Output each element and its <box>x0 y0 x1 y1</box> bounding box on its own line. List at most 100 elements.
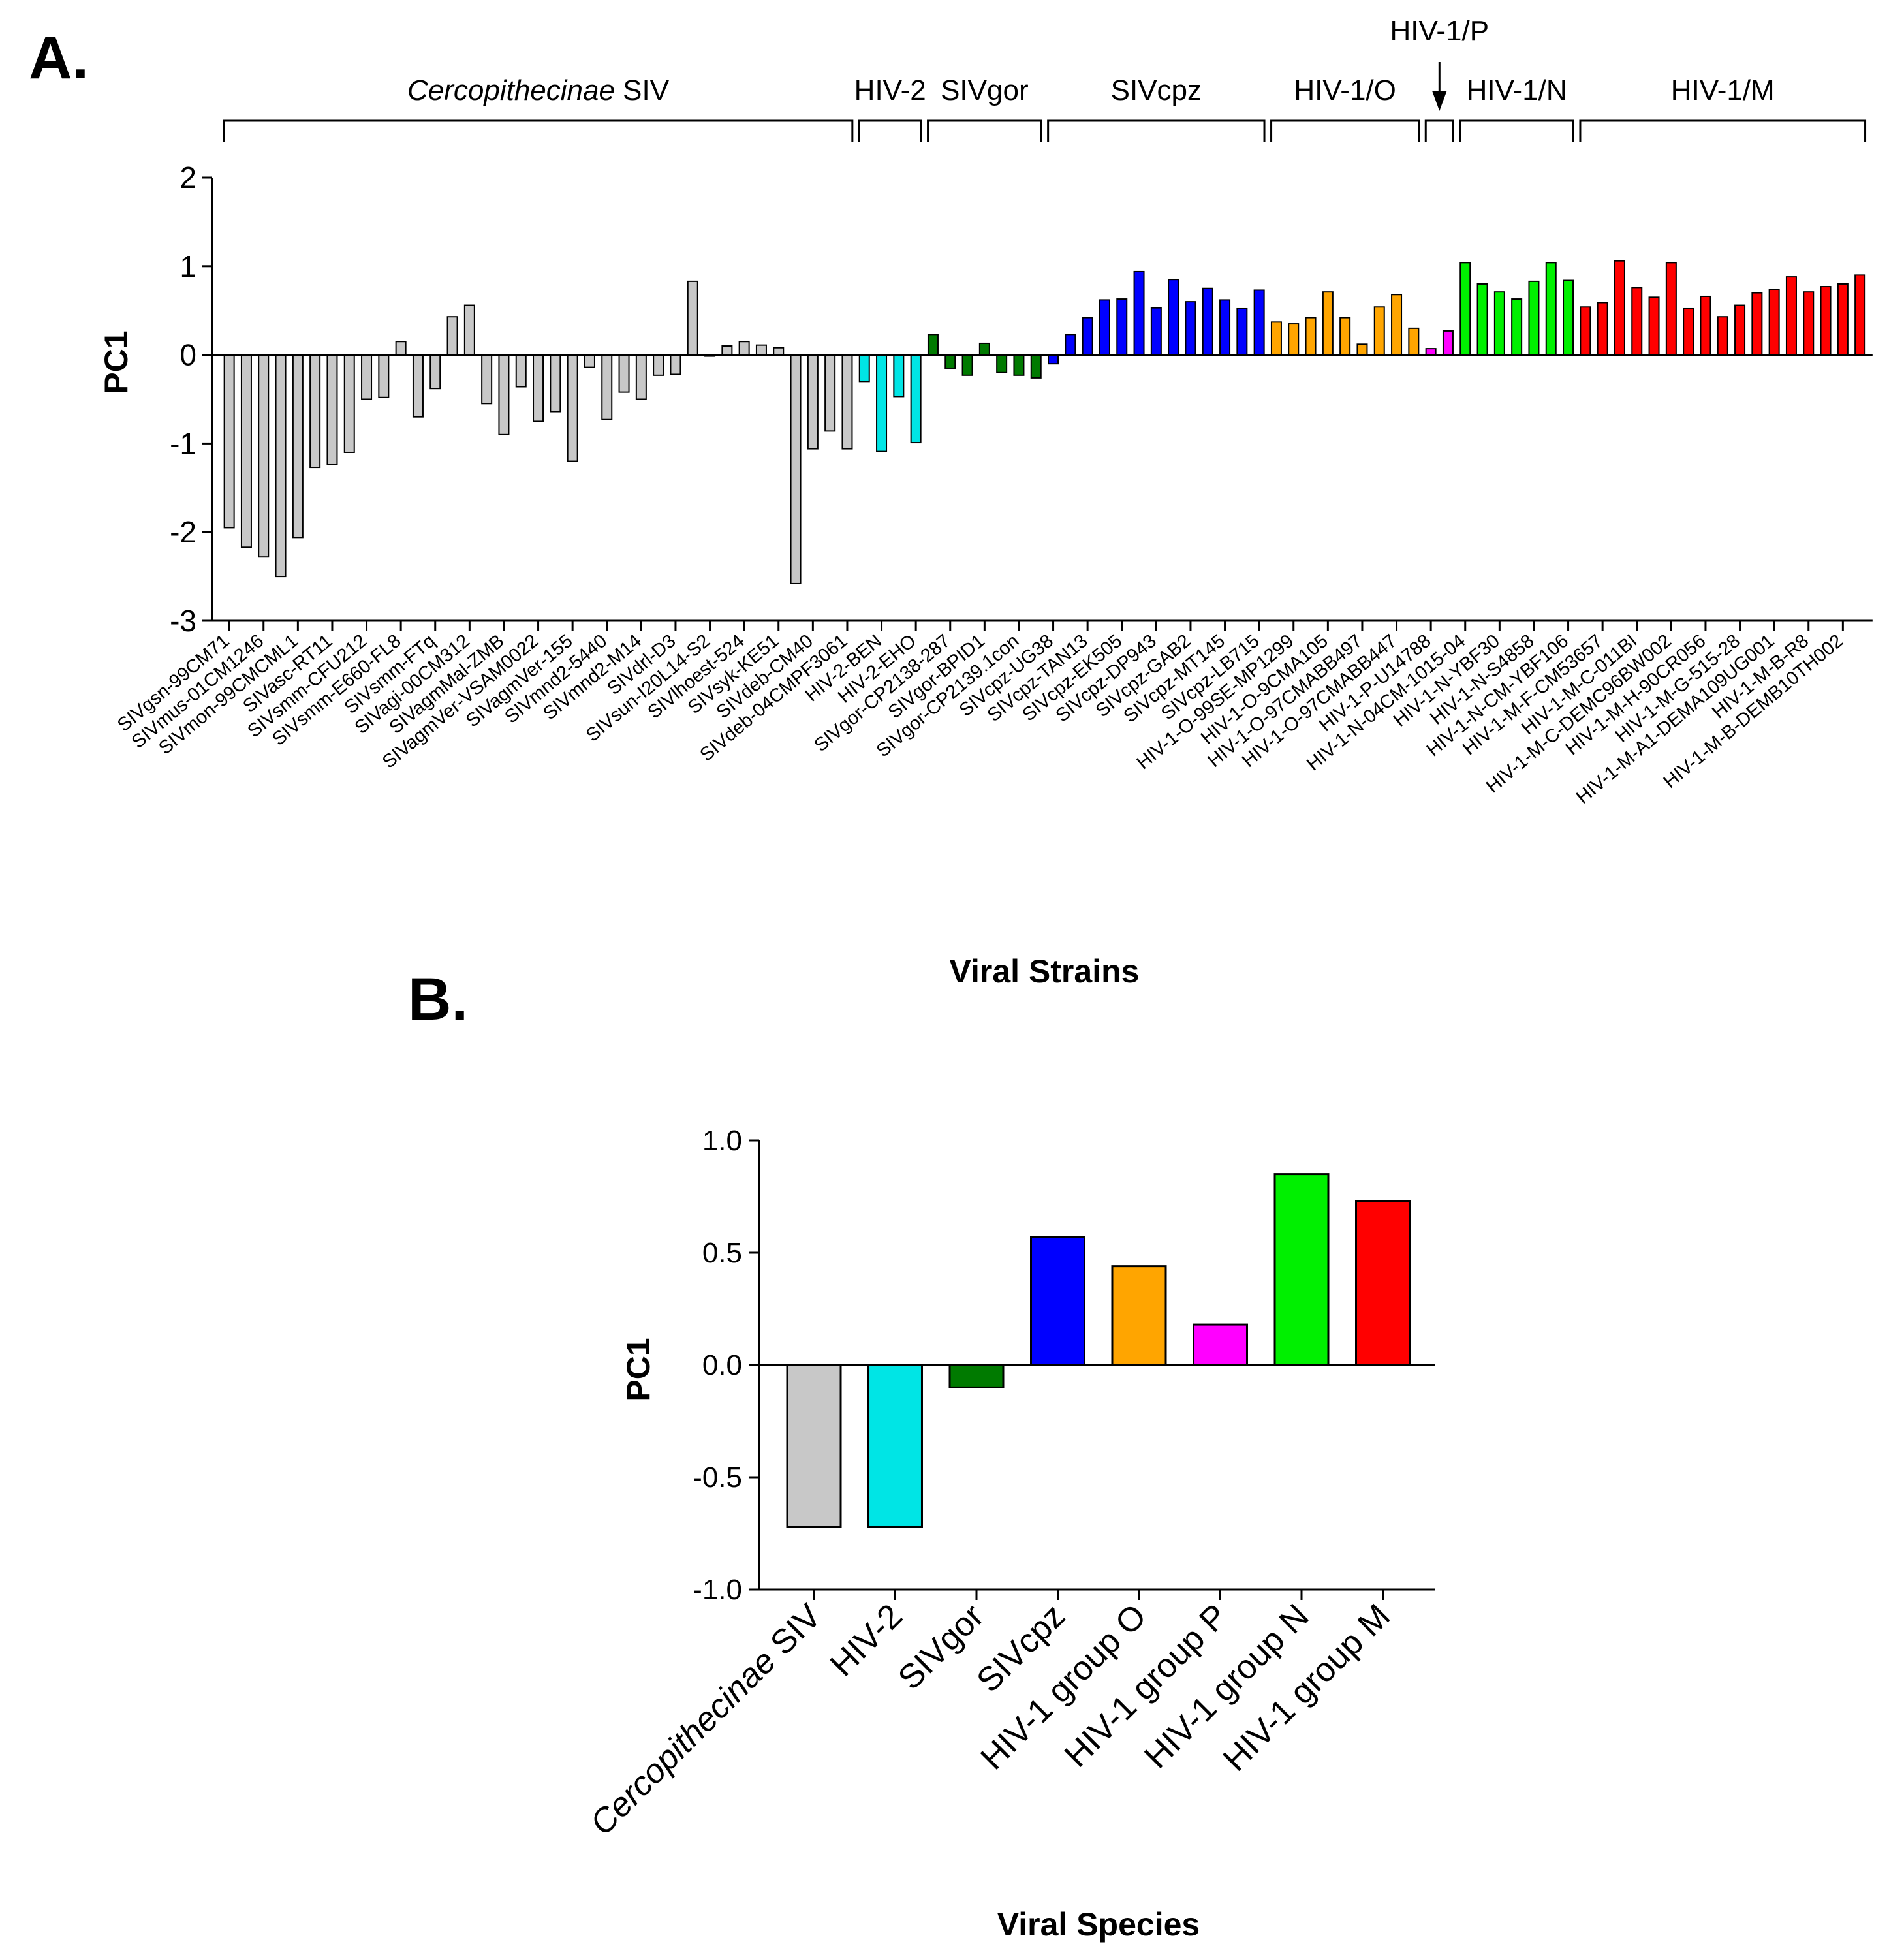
panel-a-bar <box>550 354 561 413</box>
panel-a-bar <box>996 354 1008 373</box>
panel-a-bar <box>309 354 321 469</box>
panel-a-bar <box>275 354 287 578</box>
panel-a-bar <box>618 354 630 393</box>
panel-a-bar <box>1065 334 1076 356</box>
panel-b-bar <box>1193 1323 1248 1366</box>
panel-a-bar <box>533 354 544 422</box>
panel-a-bar <box>1803 291 1815 356</box>
panel-a-bar <box>584 354 595 368</box>
panel-a-bar <box>1236 307 1248 356</box>
panel-a-bar <box>1511 298 1523 356</box>
panel-a-group-name: HIV-1/O <box>1294 74 1396 106</box>
panel-a-y-axis-title: PC1 <box>98 330 134 394</box>
panel-a-bar <box>1751 292 1763 356</box>
panel-b-y-axis-title: PC1 <box>620 1338 657 1401</box>
panel-a-bar <box>1356 343 1368 356</box>
panel-a-group-bracket <box>1424 119 1454 142</box>
panel-a-bar <box>893 354 905 398</box>
panel-a-bar <box>1700 295 1711 356</box>
panel-a-bar <box>1717 316 1728 356</box>
panel-b-bar <box>1273 1173 1330 1366</box>
panel-b-bar <box>1111 1265 1167 1366</box>
panel-a-bar <box>258 354 270 558</box>
panel-b-bar <box>1355 1200 1411 1366</box>
panel-a-bar <box>1734 304 1746 356</box>
panel-a-group-name: HIV-2 <box>854 74 926 106</box>
panel-a-group-label: Cercopithecinae SIV <box>407 74 670 106</box>
panel-a-bar <box>1322 291 1334 356</box>
panel-a-bar <box>1580 306 1591 356</box>
panel-b-category-label: SIVgor <box>891 1597 991 1697</box>
panel-a-bar <box>944 354 956 369</box>
panel-b-category-label: Cercopithecinae SIV <box>583 1597 828 1842</box>
panel-a-bar <box>1253 289 1265 356</box>
panel-b-bar <box>1030 1236 1085 1366</box>
panel-a-y-tick-label: -2 <box>170 515 196 549</box>
panel-a-bar <box>1099 299 1110 356</box>
panel-a-x-axis-title: Viral Strains <box>950 953 1140 990</box>
panel-a-bar <box>1013 354 1025 376</box>
panel-b-x-axis-title: Viral Species <box>997 1906 1200 1943</box>
panel-a-bar <box>463 304 475 356</box>
panel-a-bar <box>292 354 304 539</box>
panel-a-bar <box>1133 270 1145 356</box>
panel-a-bar <box>1305 317 1317 356</box>
panel-a-bar <box>1597 302 1608 356</box>
panel-a-bar <box>1082 317 1093 356</box>
panel-a-bar <box>343 354 355 453</box>
panel-a-bar <box>1683 307 1694 356</box>
panel-b-y-tick-label: -0.5 <box>693 1462 742 1494</box>
panel-a-bar <box>1665 262 1677 356</box>
panel-a-bar <box>635 354 647 400</box>
panel-a-group-bracket <box>1579 119 1867 142</box>
panel-a-group-bracket <box>927 119 1042 142</box>
panel-a-bar <box>498 354 510 435</box>
panel-a-bar <box>1631 287 1643 356</box>
panel-a-bar <box>240 354 252 548</box>
panel-a-bar <box>1820 286 1832 356</box>
panel-a-group-name-suffix: SIV <box>615 74 670 106</box>
panel-a-bar <box>773 347 785 356</box>
panel-a-group-label: HIV-1/M <box>1671 74 1775 106</box>
panel-a-bar <box>1854 274 1866 356</box>
panel-a-bar <box>1219 299 1231 356</box>
panel-a-group-bracket <box>1270 119 1420 142</box>
panel-a-bar <box>1476 283 1488 356</box>
panel-a-group-name: SIVcpz <box>1111 74 1202 106</box>
panel-a-bar <box>223 354 235 529</box>
panel-a-bar <box>1768 289 1780 356</box>
panel-b-bar <box>867 1364 923 1528</box>
panel-a-group-label: HIV-1/N <box>1467 74 1567 106</box>
panel-a-y-tick-label: 0 <box>179 338 196 372</box>
panel-b-y-tick-label: 0.0 <box>702 1349 742 1381</box>
panel-a-group-bracket <box>1047 119 1266 142</box>
panel-a-group-label: HIV-1/O <box>1294 74 1396 106</box>
panel-a-bar <box>1270 321 1282 356</box>
panel-a-bar <box>910 354 922 444</box>
panel-a-bar <box>395 341 407 356</box>
panel-a-bar <box>1442 330 1454 356</box>
panel-a-bar <box>378 354 390 398</box>
panel-a-group-bracket <box>223 119 854 142</box>
panel-b-category-name: SIVgor <box>891 1597 991 1697</box>
panel-a-bar <box>1408 327 1420 356</box>
panel-a-group-label: SIVgor <box>941 74 1029 106</box>
panel-a-bar <box>961 354 973 376</box>
panel-a-bar <box>721 345 733 356</box>
panel-a-group-bracket <box>858 119 922 142</box>
panel-a-bar <box>1373 306 1385 356</box>
panel-a-bar <box>567 354 578 462</box>
panel-a-bar <box>653 354 664 376</box>
panel-a-bar <box>1116 298 1128 356</box>
panel-a-bar <box>446 316 458 356</box>
panel-a-bar <box>1339 317 1351 356</box>
panel-a-bar <box>858 354 870 383</box>
panel-a-y-tick-label: -1 <box>170 426 196 460</box>
panel-a-bar <box>790 354 802 584</box>
panel-a-bar <box>481 354 493 405</box>
panel-a-letter: A. <box>29 25 89 91</box>
panel-a-bar <box>412 354 424 418</box>
